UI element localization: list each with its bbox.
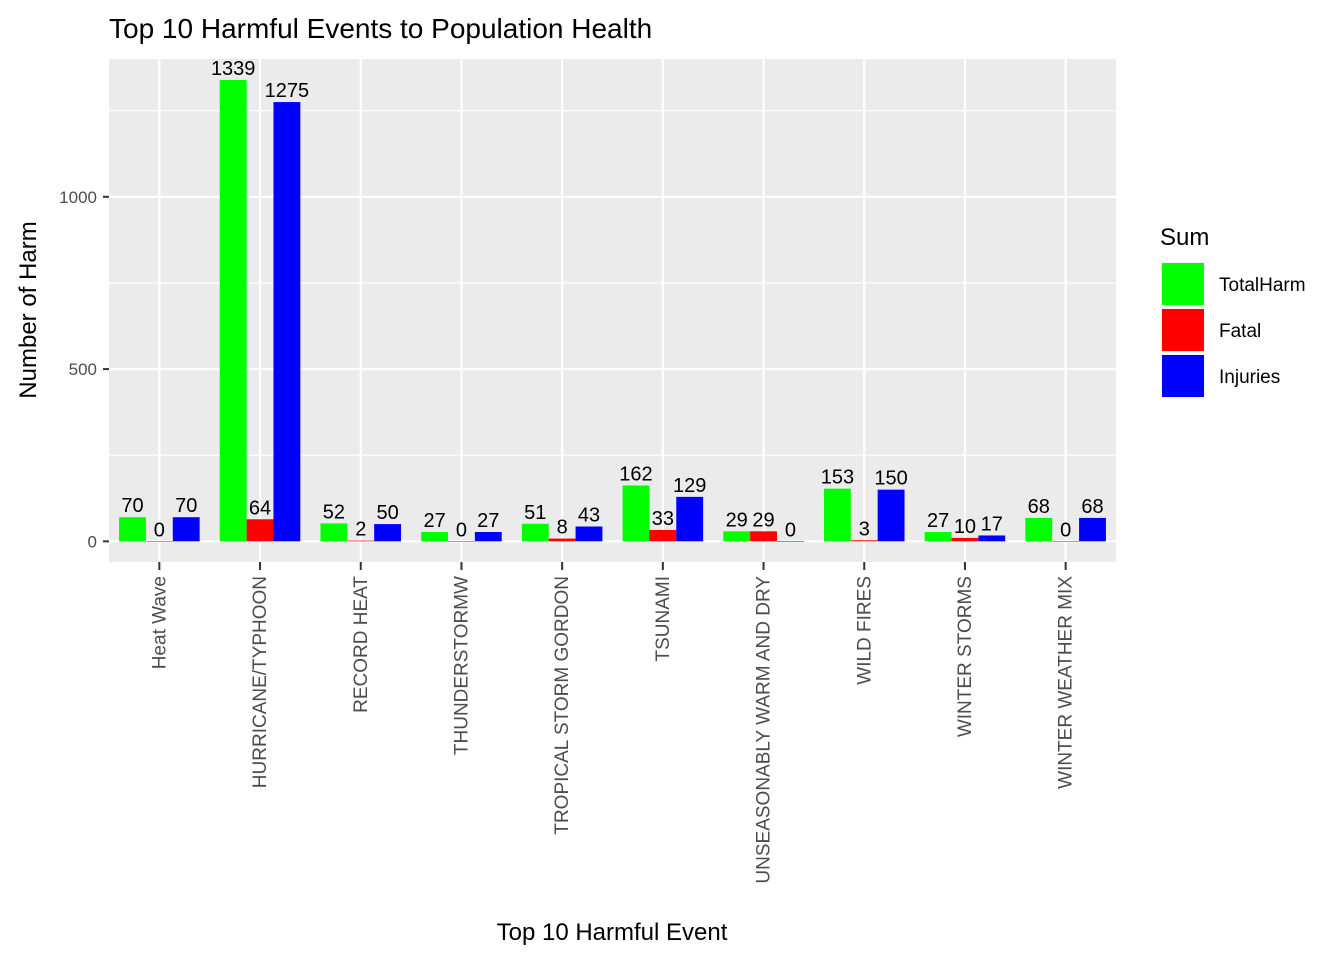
data-label: 0 [154,519,165,541]
bar-injuries [676,496,704,542]
data-label: 27 [477,510,499,532]
data-label: 70 [121,495,143,517]
y-tick-label: 500 [69,360,97,379]
x-tick-label: UNSEASONABLY WARM AND DRY [754,576,775,884]
bar-totalharm [622,485,650,542]
data-label: 70 [175,495,197,517]
bar-totalharm [219,80,247,542]
bar-injuries [776,541,804,542]
bar-totalharm [521,523,549,542]
bar-fatal [145,541,173,542]
data-label: 27 [927,510,949,532]
bar-injuries [877,489,905,542]
legend-label: Injuries [1219,367,1280,388]
data-label: 3 [859,518,870,540]
x-tick-label: RECORD HEAT [351,576,372,713]
bar-fatal [1052,541,1080,542]
data-label: 150 [874,468,907,490]
legend-swatch [1162,309,1204,351]
bar-fatal [548,538,576,542]
data-label: 68 [1081,496,1103,518]
x-tick-label: TROPICAL STORM GORDON [552,576,573,835]
x-tick-label: HURRICANE/TYPHOON [250,576,271,788]
data-label: 52 [323,501,345,523]
x-tick-label: WILD FIRES [854,576,875,685]
x-tick-label: WINTER STORMS [955,576,976,737]
bar-fatal [951,537,979,542]
data-label: 129 [673,475,706,497]
bar-totalharm [823,488,851,542]
data-label: 0 [1060,519,1071,541]
bar-injuries [575,526,603,542]
data-label: 68 [1028,496,1050,518]
bar-fatal [347,540,375,542]
bar-totalharm [723,531,751,542]
bar-injuries [374,524,402,542]
legend-label: Fatal [1219,321,1261,342]
x-tick-label: WINTER WEATHER MIX [1056,576,1077,789]
data-label: 0 [785,519,796,541]
data-label: 33 [652,508,674,530]
bar-injuries [1079,517,1106,542]
bar-totalharm [320,523,348,542]
chart-title: Top 10 Harmful Events to Population Heal… [109,13,652,44]
bar-injuries [172,517,200,542]
bar-totalharm [421,532,449,542]
bar-injuries [978,535,1006,542]
data-label: 2 [355,519,366,541]
bar-fatal [850,540,878,542]
y-axis: 0 500 1000 [59,188,109,551]
bar-injuries [273,102,301,542]
data-label: 51 [524,502,546,524]
data-label: 153 [821,467,854,489]
bar-totalharm [1025,517,1053,542]
legend: Sum TotalHarm Fatal Injuries [1160,224,1306,398]
x-axis: Heat Wave HURRICANE/TYPHOON RECORD HEAT THU… [149,562,1077,884]
bars [119,80,1106,542]
y-tick-label: 0 [88,532,97,551]
x-axis-title: Top 10 Harmful Event [497,919,728,946]
legend-title: Sum [1160,224,1209,251]
data-label: 8 [557,517,568,539]
data-label: 43 [578,505,600,527]
bar-totalharm [119,517,146,542]
bar-totalharm [924,532,952,542]
data-label: 50 [376,502,398,524]
x-tick-label: THUNDERSTORMW [451,576,472,755]
data-label: 0 [456,519,467,541]
y-tick-label: 1000 [59,188,97,207]
bar-injuries [474,532,502,542]
data-label: 64 [249,497,271,519]
bar-fatal [246,519,274,542]
data-label: 17 [981,513,1003,535]
bar-fatal [649,529,677,542]
data-labels: 70 1339 52 27 51 162 29 153 27 68 0 64 2 0 8 33 29 3 10 0 70… [121,58,1103,541]
data-label: 29 [752,509,774,531]
data-label: 29 [726,509,748,531]
legend-swatch [1162,355,1204,397]
legend-label: TotalHarm [1219,275,1306,296]
bar-fatal [750,531,777,542]
data-label: 27 [423,510,445,532]
data-label: 10 [954,516,976,538]
bar-fatal [448,541,475,542]
x-tick-label: TSUNAMI [653,576,674,662]
x-tick-label: Heat Wave [149,576,170,669]
data-label: 1339 [211,58,256,80]
y-axis-title: Number of Harm [15,221,42,398]
legend-swatch [1162,263,1204,305]
data-label: 1275 [265,80,310,102]
data-label: 162 [619,464,652,486]
